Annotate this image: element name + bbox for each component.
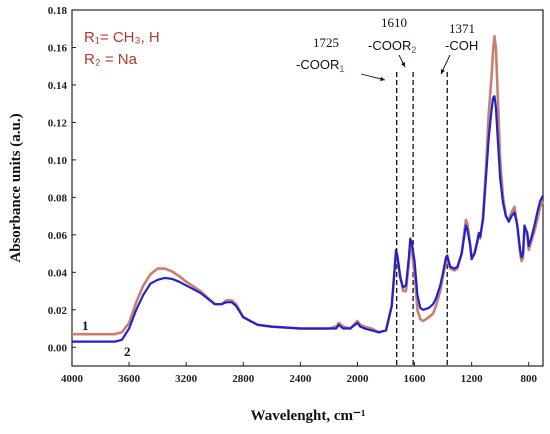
y-tick-label: 0.00 xyxy=(48,342,68,354)
plot-frame xyxy=(71,9,544,367)
y-tick-label: 0.06 xyxy=(48,230,68,242)
annotation-number-1610: 1610 xyxy=(381,15,407,30)
annotation-group-subscript: 2 xyxy=(411,45,416,55)
series-group xyxy=(72,34,545,343)
x-tick-label: 2800 xyxy=(232,373,255,385)
y-tick-label: 0.14 xyxy=(48,80,68,92)
series-1-line xyxy=(72,34,545,336)
annotation-group-1371: -COH xyxy=(445,38,478,53)
y-tick-label: 0.08 xyxy=(48,192,68,204)
annotation-number-1371: 1371 xyxy=(449,21,475,36)
legend-line-1: R₁= CH₃, H xyxy=(84,29,160,46)
annotation-number-1725: 1725 xyxy=(313,35,339,50)
x-tick-label: 1600 xyxy=(404,373,427,385)
annotation-arrowhead xyxy=(380,76,385,82)
annotation-group-1725: -COOR1 xyxy=(296,57,344,74)
y-axis-ticks: 0.00 0.02 0.04 0.06 0.08 0.10 0.12 0.14 0.16 0.18 xyxy=(48,5,76,354)
x-tick-label: 2000 xyxy=(346,373,369,385)
y-tick-label: 0.18 xyxy=(48,5,68,17)
x-tick-label: 3200 xyxy=(175,373,198,385)
y-tick-label: 0.10 xyxy=(48,155,68,167)
x-axis-ticks: 4000 3600 3200 2800 2400 2000 1600 1200 800 xyxy=(61,362,537,385)
annotation-group-subscript: 1 xyxy=(339,64,344,74)
annotation-lines xyxy=(396,72,448,366)
x-tick-label: 2400 xyxy=(289,373,312,385)
y-tick-label: 0.16 xyxy=(48,42,68,54)
annotation-group-prefix: -COOR xyxy=(368,38,411,53)
annotation-arrowhead xyxy=(401,62,405,67)
y-tick-label: 0.12 xyxy=(48,117,68,129)
annotation-group-1610: -COOR2 xyxy=(368,38,416,55)
annotation-group-prefix: -COH xyxy=(445,38,478,53)
legend-line-2: R₂ = Na xyxy=(84,51,138,68)
x-tick-label: 3600 xyxy=(118,373,141,385)
y-tick-label: 0.04 xyxy=(48,267,68,279)
annotation-arrowhead xyxy=(440,69,445,74)
annotation-group-prefix: -COOR xyxy=(296,57,339,72)
x-tick-label: 1200 xyxy=(461,373,484,385)
series-2-line xyxy=(72,95,544,343)
x-tick-label: 4000 xyxy=(61,373,84,385)
series-label-1: 1 xyxy=(82,318,89,333)
series-label-2: 2 xyxy=(124,344,131,359)
x-tick-label: 800 xyxy=(520,373,537,385)
y-tick-label: 0.02 xyxy=(48,305,68,317)
x-axis-title: Wavelenght, cm⁻¹ xyxy=(251,408,366,424)
y-axis-title: Absorbance units (a.u.) xyxy=(8,113,24,262)
